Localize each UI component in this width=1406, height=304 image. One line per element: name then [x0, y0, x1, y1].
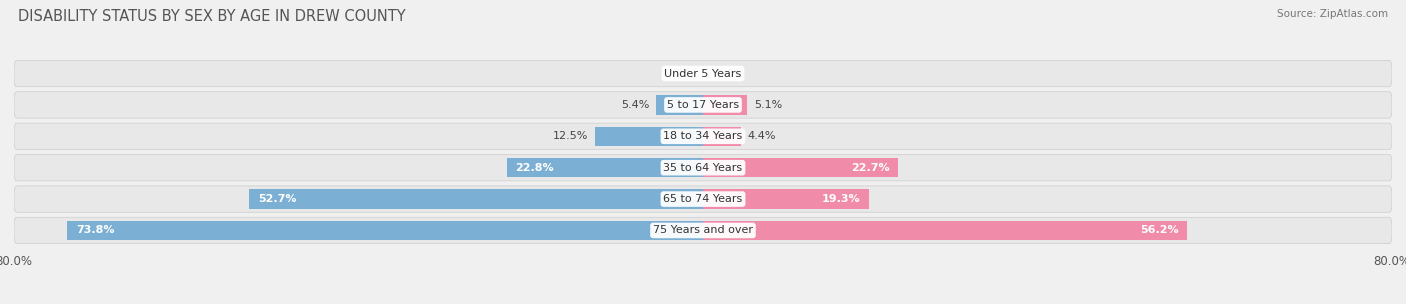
FancyBboxPatch shape	[14, 92, 1392, 118]
Text: 56.2%: 56.2%	[1140, 226, 1178, 236]
FancyBboxPatch shape	[14, 186, 1392, 212]
Text: Source: ZipAtlas.com: Source: ZipAtlas.com	[1277, 9, 1388, 19]
Bar	[506, 158, 703, 178]
Bar	[703, 189, 869, 209]
Text: 22.8%: 22.8%	[515, 163, 554, 173]
Bar	[657, 95, 703, 115]
FancyBboxPatch shape	[14, 123, 1392, 150]
Text: 65 to 74 Years: 65 to 74 Years	[664, 194, 742, 204]
Text: 4.4%: 4.4%	[748, 131, 776, 141]
Text: 5.4%: 5.4%	[621, 100, 650, 110]
Text: 18 to 34 Years: 18 to 34 Years	[664, 131, 742, 141]
Text: 35 to 64 Years: 35 to 64 Years	[664, 163, 742, 173]
Text: 52.7%: 52.7%	[257, 194, 297, 204]
Text: 5.1%: 5.1%	[754, 100, 782, 110]
Text: 0.0%: 0.0%	[716, 68, 744, 78]
Text: 75 Years and over: 75 Years and over	[652, 226, 754, 236]
Bar	[249, 189, 703, 209]
Legend: Male, Female: Male, Female	[633, 303, 773, 304]
Bar	[703, 158, 898, 178]
FancyBboxPatch shape	[14, 154, 1392, 181]
Bar	[703, 221, 1187, 240]
Bar	[703, 95, 747, 115]
Text: 0.0%: 0.0%	[662, 68, 690, 78]
Text: 22.7%: 22.7%	[851, 163, 890, 173]
Text: 73.8%: 73.8%	[76, 226, 114, 236]
Bar	[67, 221, 703, 240]
Text: DISABILITY STATUS BY SEX BY AGE IN DREW COUNTY: DISABILITY STATUS BY SEX BY AGE IN DREW …	[18, 9, 406, 24]
Text: 5 to 17 Years: 5 to 17 Years	[666, 100, 740, 110]
Bar	[703, 126, 741, 146]
Text: Under 5 Years: Under 5 Years	[665, 68, 741, 78]
FancyBboxPatch shape	[14, 217, 1392, 244]
Bar	[595, 126, 703, 146]
FancyBboxPatch shape	[14, 60, 1392, 87]
Text: 12.5%: 12.5%	[553, 131, 589, 141]
Text: 19.3%: 19.3%	[823, 194, 860, 204]
